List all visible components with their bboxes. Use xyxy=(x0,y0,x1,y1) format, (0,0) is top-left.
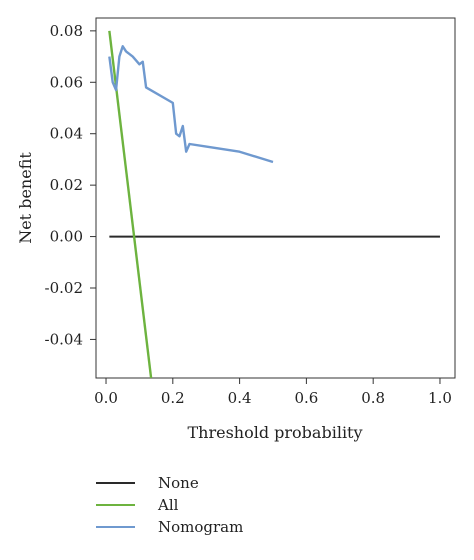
legend-label-nomogram: Nomogram xyxy=(158,518,243,536)
series-line-nomogram xyxy=(108,45,274,164)
y-axis: 0.08 0.06 0.04 0.02 0.00 -0.02 -0.04 xyxy=(45,22,96,348)
x-tick-label: 0.4 xyxy=(228,389,252,407)
y-tick-label: 0.08 xyxy=(50,22,83,40)
y-tick-label: 0.02 xyxy=(50,176,83,194)
y-axis-title: Net benefit xyxy=(16,152,35,244)
x-axis: 0.0 0.2 0.4 0.6 0.8 1.0 xyxy=(94,378,452,407)
legend-label-all: All xyxy=(157,496,179,514)
x-tick-label: 0.0 xyxy=(94,389,118,407)
x-tick-label: 0.6 xyxy=(294,389,318,407)
y-tick-label: 0.06 xyxy=(50,73,83,91)
y-tick-label: -0.02 xyxy=(45,279,83,297)
legend-label-none: None xyxy=(158,474,199,492)
legend: None All Nomogram xyxy=(96,474,243,536)
x-tick-label: 0.2 xyxy=(161,389,185,407)
x-tick-label: 0.8 xyxy=(361,389,385,407)
plot-frame xyxy=(95,17,456,379)
series-layer xyxy=(108,30,440,378)
y-tick-label: 0.04 xyxy=(50,125,83,143)
x-axis-title: Threshold probability xyxy=(187,423,362,442)
y-tick-label: 0.00 xyxy=(50,228,83,246)
y-tick-label: -0.04 xyxy=(45,330,83,348)
x-tick-label: 1.0 xyxy=(428,389,452,407)
